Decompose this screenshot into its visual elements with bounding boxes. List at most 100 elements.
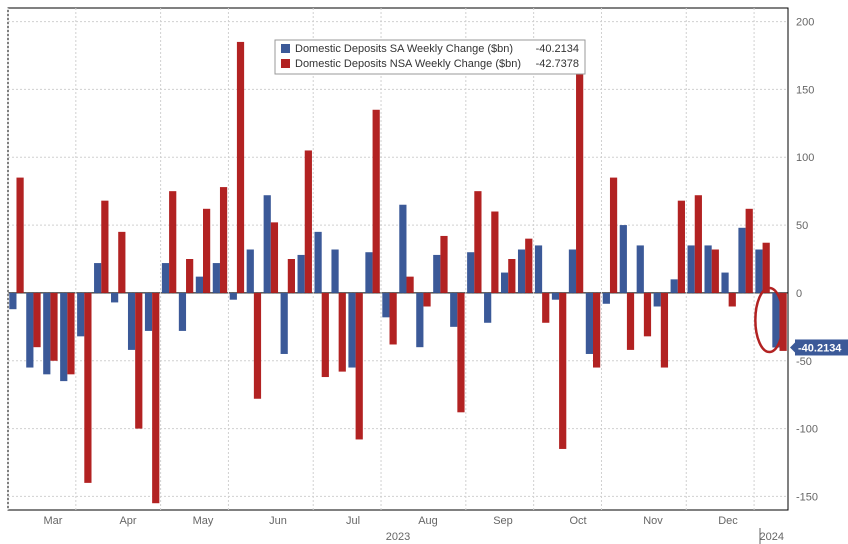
bar-SA — [77, 293, 84, 336]
bar-NSA — [763, 243, 770, 293]
bar-SA — [518, 250, 525, 293]
bar-NSA — [678, 201, 685, 293]
bar-NSA — [356, 293, 363, 440]
x-month-label: Aug — [418, 515, 438, 527]
bar-NSA — [525, 239, 532, 293]
bar-SA — [450, 293, 457, 327]
bar-NSA — [186, 259, 193, 293]
bar-SA — [111, 293, 118, 303]
bar-SA — [179, 293, 186, 331]
y-tick-label: 100 — [796, 152, 814, 164]
bar-NSA — [152, 293, 159, 503]
bar-SA — [365, 252, 372, 293]
bar-NSA — [729, 293, 736, 307]
legend-label: Domestic Deposits SA Weekly Change ($bn) — [295, 43, 513, 55]
bar-NSA — [220, 187, 227, 293]
bar-NSA — [169, 191, 176, 293]
bar-SA — [501, 273, 508, 293]
callout-value: -40.2134 — [798, 342, 842, 354]
bar-NSA — [474, 191, 481, 293]
bar-SA — [416, 293, 423, 347]
bar-NSA — [576, 62, 583, 293]
y-tick-label: -100 — [796, 424, 818, 436]
bar-SA — [213, 263, 220, 293]
y-tick-label: -50 — [796, 356, 812, 368]
bar-SA — [755, 250, 762, 293]
legend-value: -42.7378 — [536, 58, 579, 70]
bar-SA — [230, 293, 237, 300]
x-month-label: May — [193, 515, 214, 527]
bar-SA — [603, 293, 610, 304]
bar-NSA — [135, 293, 142, 429]
bar-SA — [26, 293, 33, 368]
bar-NSA — [50, 293, 57, 361]
bar-SA — [738, 228, 745, 293]
x-month-label: Sep — [493, 515, 513, 527]
bar-NSA — [373, 110, 380, 293]
bar-NSA — [288, 259, 295, 293]
bar-SA — [467, 252, 474, 293]
bar-NSA — [84, 293, 91, 483]
bar-SA — [196, 277, 203, 293]
x-month-label: Mar — [44, 515, 63, 527]
bar-NSA — [390, 293, 397, 345]
x-month-label: Jul — [346, 515, 360, 527]
bar-NSA — [457, 293, 464, 412]
bar-SA — [637, 245, 644, 292]
x-month-label: Oct — [569, 515, 586, 527]
bar-SA — [94, 263, 101, 293]
bar-SA — [772, 293, 779, 348]
bar-SA — [654, 293, 661, 307]
bar-NSA — [627, 293, 634, 350]
bar-NSA — [559, 293, 566, 449]
bar-NSA — [271, 222, 278, 293]
bar-NSA — [406, 277, 413, 293]
bar-SA — [704, 245, 711, 292]
bar-SA — [671, 279, 678, 293]
bar-SA — [348, 293, 355, 368]
bar-NSA — [16, 178, 23, 293]
bar-SA — [298, 255, 305, 293]
x-year-right: 2024 — [760, 531, 784, 543]
bar-NSA — [254, 293, 261, 399]
bar-NSA — [33, 293, 40, 347]
bar-NSA — [322, 293, 329, 377]
bar-SA — [314, 232, 321, 293]
bar-SA — [535, 245, 542, 292]
bar-NSA — [593, 293, 600, 368]
bar-NSA — [237, 42, 244, 293]
bar-NSA — [339, 293, 346, 372]
bar-SA — [484, 293, 491, 323]
bar-NSA — [491, 212, 498, 293]
bar-SA — [145, 293, 152, 331]
y-tick-label: 0 — [796, 288, 802, 300]
bar-SA — [264, 195, 271, 293]
y-tick-label: 50 — [796, 220, 808, 232]
bar-SA — [433, 255, 440, 293]
bar-NSA — [695, 195, 702, 293]
bar-NSA — [440, 236, 447, 293]
bar-NSA — [644, 293, 651, 336]
deposits-chart: -150-100-50050100150200MarAprMayJunJulAu… — [0, 0, 848, 544]
x-month-label: Nov — [643, 515, 663, 527]
bar-SA — [569, 250, 576, 293]
bar-NSA — [423, 293, 430, 307]
legend-label: Domestic Deposits NSA Weekly Change ($bn… — [295, 58, 521, 70]
bar-SA — [331, 250, 338, 293]
bar-NSA — [661, 293, 668, 368]
x-month-label: Dec — [718, 515, 738, 527]
x-month-label: Jun — [269, 515, 287, 527]
bar-SA — [128, 293, 135, 350]
legend-swatch — [281, 59, 290, 68]
x-year-main: 2023 — [386, 531, 410, 543]
bar-NSA — [542, 293, 549, 323]
x-month-label: Apr — [119, 515, 136, 527]
bar-NSA — [203, 209, 210, 293]
y-tick-label: 200 — [796, 17, 814, 29]
bar-SA — [281, 293, 288, 354]
legend-swatch — [281, 44, 290, 53]
bar-SA — [60, 293, 67, 381]
bar-NSA — [610, 178, 617, 293]
y-tick-label: -150 — [796, 491, 818, 503]
bar-SA — [382, 293, 389, 317]
